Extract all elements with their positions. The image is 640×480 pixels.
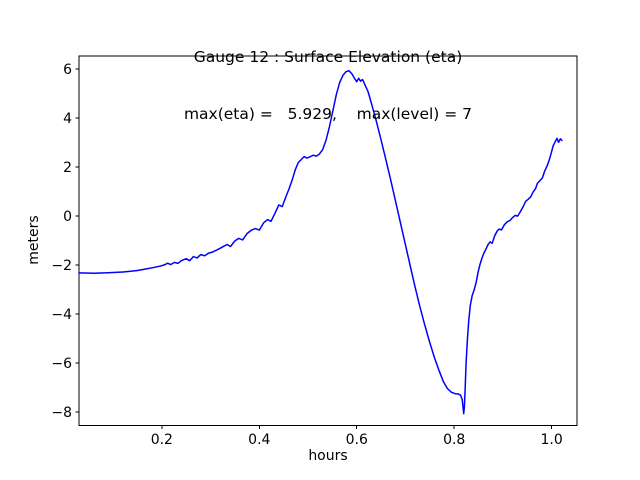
y-tick-label: −6: [51, 356, 72, 372]
chart-title: Gauge 12 : Surface Elevation (eta) max(e…: [79, 10, 577, 162]
y-tick-label: −8: [51, 405, 72, 421]
eta-line-series: [78, 69, 563, 415]
y-tick-label: 4: [63, 111, 72, 127]
y-tick-label: 2: [63, 160, 72, 176]
x-axis-label: hours: [308, 448, 348, 464]
x-tick-label: 1.0: [541, 432, 563, 448]
x-tick-label: 0.4: [248, 432, 270, 448]
y-tick-label: −2: [51, 258, 72, 274]
y-axis-label: meters: [26, 215, 42, 265]
x-tick-label: 0.8: [443, 432, 465, 448]
chart-title-line1: Gauge 12 : Surface Elevation (eta): [193, 48, 463, 66]
y-tick-label: −4: [51, 307, 72, 323]
x-tick-label: 0.2: [151, 432, 173, 448]
y-tick-label: 0: [63, 209, 72, 225]
x-tick-label: 0.6: [346, 432, 368, 448]
axes-spines: [78, 55, 578, 426]
chart-title-line2: max(eta) = 5.929, max(level) = 7: [183, 105, 473, 123]
y-tick-label: 6: [63, 62, 72, 78]
